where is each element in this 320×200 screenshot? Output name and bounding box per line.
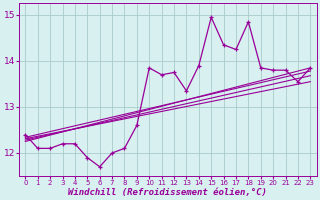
- X-axis label: Windchill (Refroidissement éolien,°C): Windchill (Refroidissement éolien,°C): [68, 188, 267, 197]
